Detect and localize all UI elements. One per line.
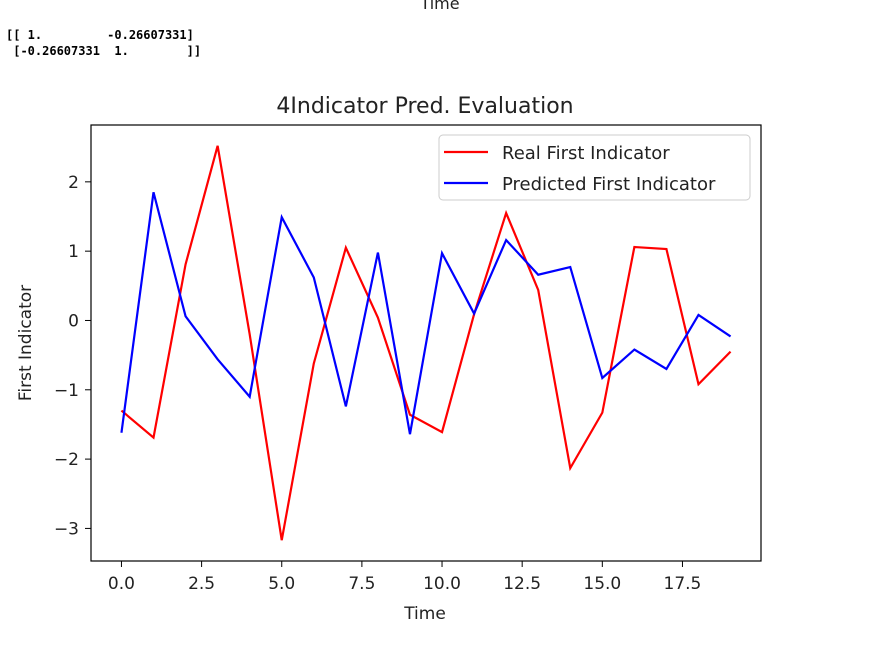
x-tick-label: 15.0 bbox=[583, 574, 621, 594]
matrix-line-1: [[ 1. -0.26607331] bbox=[6, 28, 194, 42]
legend: Real First Indicator Predicted First Indi… bbox=[438, 134, 751, 201]
chart-title: 4Indicator Pred. Evaluation bbox=[276, 94, 573, 119]
axes-frame bbox=[90, 124, 762, 562]
x-tick-label: 7.5 bbox=[348, 574, 375, 594]
x-tick-label: 12.5 bbox=[503, 574, 541, 594]
y-tick-label: −2 bbox=[54, 450, 79, 470]
y-tick-label: 2 bbox=[68, 173, 79, 193]
x-tick-label: 5.0 bbox=[268, 574, 295, 594]
y-tick-label: −1 bbox=[54, 381, 79, 401]
matrix-line-2: [-0.26607331 1. ]] bbox=[6, 44, 202, 58]
previous-chart-xlabel: Time bbox=[420, 0, 460, 13]
x-tick-label: 17.5 bbox=[664, 574, 702, 594]
legend-box bbox=[438, 134, 751, 201]
plot-area bbox=[120, 145, 732, 541]
x-axis-label: Time bbox=[403, 604, 446, 624]
y-tick-label: 1 bbox=[68, 242, 79, 262]
x-tick-label: 10.0 bbox=[423, 574, 461, 594]
series-line-2 bbox=[120, 191, 732, 435]
x-tick-label: 2.5 bbox=[188, 574, 215, 594]
correlation-matrix-output: [[ 1. -0.26607331] [-0.26607331 1. ]] bbox=[6, 27, 201, 59]
y-tick-label: −3 bbox=[54, 519, 79, 539]
x-axis: 0.0 2.5 5.0 7.5 10.0 12.5 15.0 17.5 bbox=[108, 561, 701, 594]
x-tick-label: 0.0 bbox=[108, 574, 135, 594]
y-axis-label: First Indicator bbox=[16, 285, 36, 401]
y-tick-label: 0 bbox=[68, 311, 79, 331]
y-axis: −3 −2 −1 0 1 2 bbox=[54, 173, 91, 539]
legend-label-1: Real First Indicator bbox=[502, 143, 670, 164]
legend-label-2: Predicted First Indicator bbox=[502, 174, 716, 195]
series-line-1 bbox=[120, 145, 732, 541]
